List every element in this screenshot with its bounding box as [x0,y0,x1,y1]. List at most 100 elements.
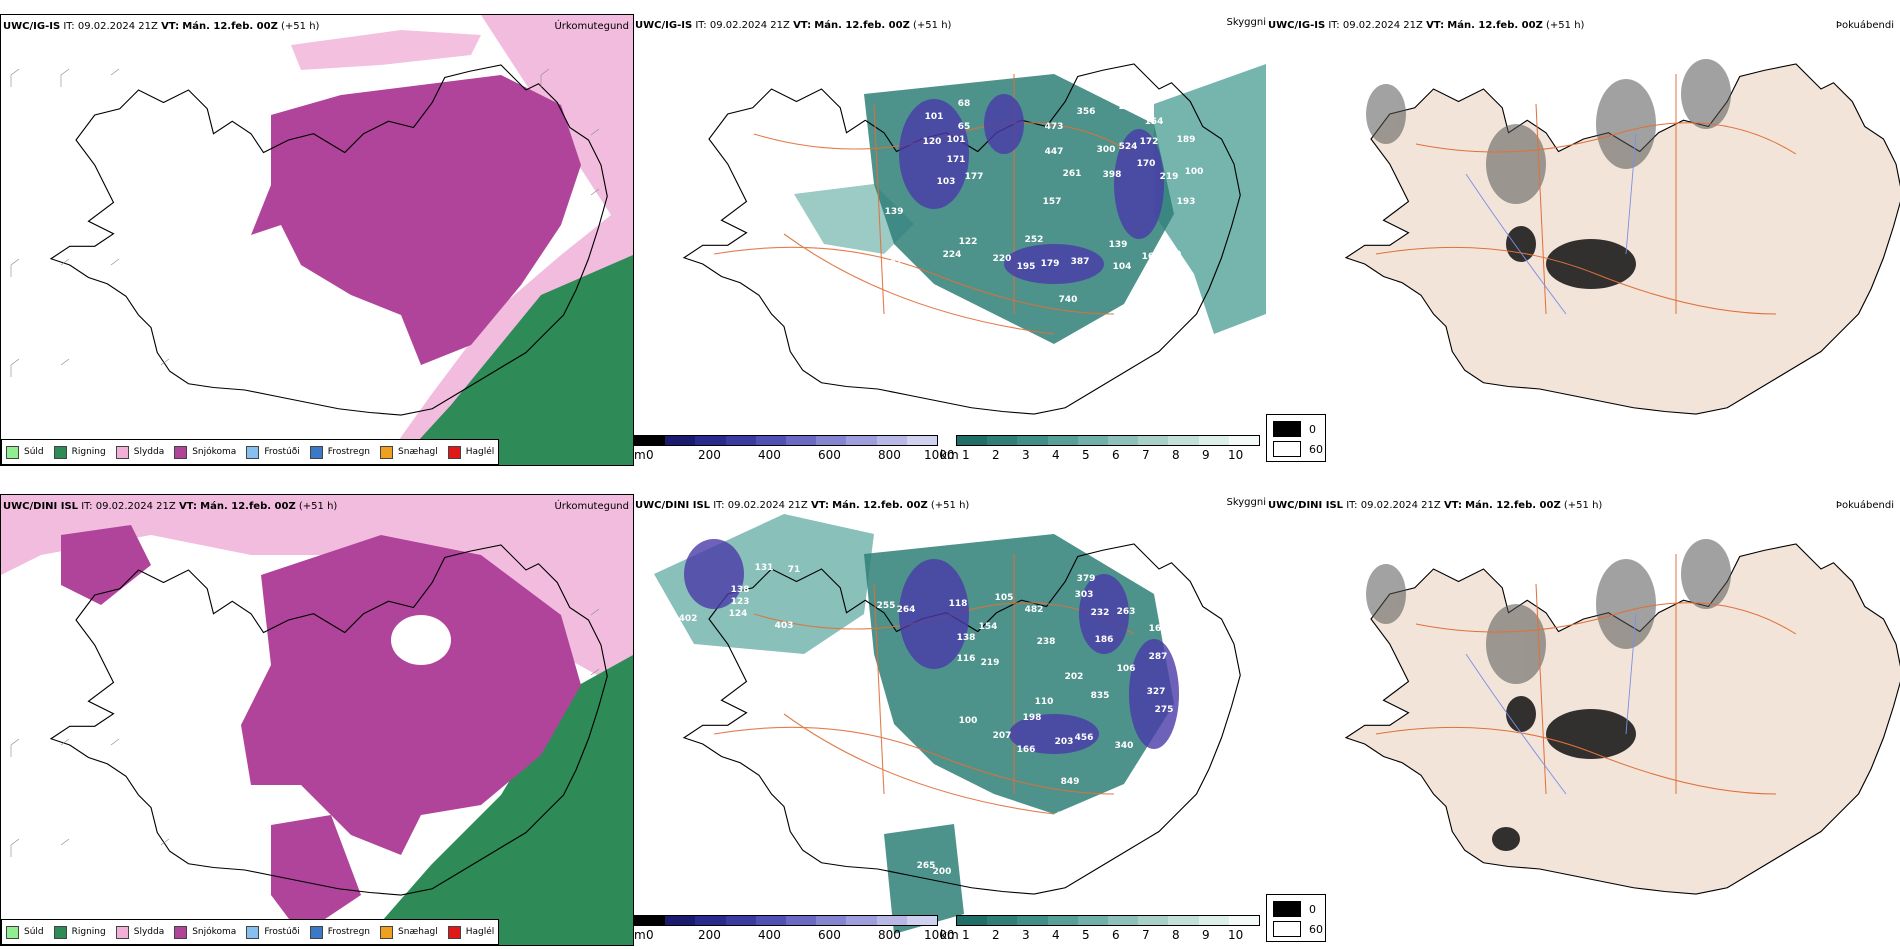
svg-text:255: 255 [877,601,896,611]
svg-text:402: 402 [679,614,698,624]
legend-item-snjokoma: Snjókoma [174,445,236,459]
fog-map-row2 [1345,539,1900,895]
svg-text:154: 154 [1161,753,1180,763]
precip-type-panel-row2: UWC/DINI ISL IT: 09.02.2024 21Z VT: Mán.… [0,494,634,946]
svg-text:220: 220 [993,254,1012,264]
svg-text:160: 160 [1149,624,1168,634]
svg-text:200: 200 [933,867,952,877]
svg-text:139: 139 [885,207,904,217]
panel-title-precip-row2: Úrkomutegund [554,501,629,512]
svg-text:71: 71 [788,565,801,575]
visibility-map-row2: 131 71 138 123 124 402 403 255 264 118 1… [654,514,1241,934]
svg-text:447: 447 [1045,147,1064,157]
fog-legend-row2: 0 60 [1266,894,1326,942]
legend-item-snjokoma: Snjókoma [174,925,236,939]
visibility-map-row1: 101 68 120 101 65 171 177 103 473 356 22… [683,63,1266,415]
svg-text:100: 100 [959,716,978,726]
svg-text:558: 558 [1157,777,1176,787]
header-row1-fog: UWC/IG-IS IT: 09.02.2024 21Z VT: Mán. 12… [1268,20,1585,31]
svg-text:238: 238 [1037,637,1056,647]
fog-map-row1 [1345,59,1900,415]
svg-text:131: 131 [755,563,774,573]
svg-text:189: 189 [1177,135,1196,145]
svg-text:224: 224 [1119,102,1138,112]
svg-text:166: 166 [1017,745,1036,755]
legend-item-frostudi: Frostúði [246,445,300,459]
panel-title-fog-row2: Þokuábendi [1835,500,1894,511]
svg-text:120: 120 [923,137,942,147]
svg-text:149: 149 [1163,250,1182,260]
svg-text:172: 172 [1140,137,1159,147]
svg-text:100: 100 [1185,167,1204,177]
visibility-colorbar-row1: m 0 200 400 600 800 1000 km 1 2 3 4 5 6 … [634,435,1266,464]
svg-text:219: 219 [981,658,1000,668]
svg-text:138: 138 [731,585,750,595]
height-colorbar [634,435,938,446]
svg-text:101: 101 [947,135,966,145]
svg-text:122: 122 [959,237,978,247]
svg-text:287: 287 [1149,652,1168,662]
svg-text:171: 171 [947,155,966,165]
svg-text:106: 106 [1117,664,1136,674]
header-row2-precip: UWC/DINI ISL IT: 09.02.2024 21Z VT: Mán.… [3,501,338,512]
svg-text:170: 170 [1137,159,1156,169]
svg-text:157: 157 [1043,197,1062,207]
legend-item-snaehagl: Snæhagl [380,445,438,459]
svg-text:456: 456 [1075,733,1094,743]
svg-text:261: 261 [1063,169,1082,179]
precip-type-map-row2 [1,495,633,945]
svg-text:195: 195 [1017,262,1036,272]
svg-text:524: 524 [1119,142,1138,152]
legend-item-frostregn: Frostregn [309,445,370,459]
svg-text:207: 207 [993,731,1012,741]
svg-text:139: 139 [1109,240,1128,250]
legend-item-haglel: Haglél [447,445,494,459]
svg-text:387: 387 [1071,257,1090,267]
precip-type-panel-row1: UWC/IG-IS IT: 09.02.2024 21Z VT: Mán. 12… [0,14,634,466]
svg-text:104: 104 [1113,262,1132,272]
svg-text:265: 265 [917,861,936,871]
svg-text:65: 65 [958,122,971,132]
svg-text:327: 327 [1147,687,1166,697]
panel-title-fog-row1: Þokuábendi [1835,20,1894,31]
legend-item-frostudi: Frostúði [246,925,300,939]
legend-item-slydda: Slydda [115,445,164,459]
legend-item-sudl: Súld [6,925,44,939]
svg-text:252: 252 [1025,235,1044,245]
legend-item-sudl: Súld [6,445,44,459]
svg-text:91: 91 [890,259,903,269]
svg-text:113: 113 [1057,811,1076,821]
svg-text:123: 123 [731,597,750,607]
legend-item-rigning: Rigning [53,925,106,939]
svg-text:177: 177 [965,172,984,182]
panel-title-visibility-row1: Skyggni [1226,17,1266,28]
svg-text:202: 202 [1065,672,1084,682]
svg-text:482: 482 [1025,605,1044,615]
legend-item-haglel: Haglél [447,925,494,939]
legend-item-rigning: Rigning [53,445,106,459]
panel-title-visibility-row2: Skyggni [1226,497,1266,508]
svg-text:488: 488 [1135,771,1154,781]
svg-text:849: 849 [1061,777,1080,787]
svg-text:340: 340 [1115,741,1134,751]
svg-text:379: 379 [1077,574,1096,584]
fog-panel-row2: UWC/DINI ISL IT: 09.02.2024 21Z VT: Mán.… [1266,494,1900,944]
svg-text:138: 138 [957,633,976,643]
svg-text:140: 140 [1170,277,1189,287]
header-row2-visibility: UWC/DINI ISL IT: 09.02.2024 21Z VT: Mán.… [635,500,970,511]
svg-text:224: 224 [943,250,962,260]
header-row1-visibility: UWC/IG-IS IT: 09.02.2024 21Z VT: Mán. 12… [635,20,952,31]
svg-text:167: 167 [1142,252,1161,262]
svg-text:116: 116 [957,654,976,664]
svg-text:101: 101 [925,112,944,122]
fog-panel-row1: UWC/IG-IS IT: 09.02.2024 21Z VT: Mán. 12… [1266,14,1900,464]
svg-text:232: 232 [1091,608,1110,618]
svg-text:186: 186 [1095,635,1114,645]
legend-item-snaehagl: Snæhagl [380,925,438,939]
km-colorbar [956,435,1260,446]
precip-type-legend-row2: Súld Rigning Slydda Snjókoma Frostúði Fr… [1,919,500,945]
header-row1-precip: UWC/IG-IS IT: 09.02.2024 21Z VT: Mán. 12… [3,21,320,32]
svg-text:154: 154 [979,622,998,632]
svg-text:124: 124 [729,609,748,619]
svg-text:835: 835 [1091,691,1110,701]
